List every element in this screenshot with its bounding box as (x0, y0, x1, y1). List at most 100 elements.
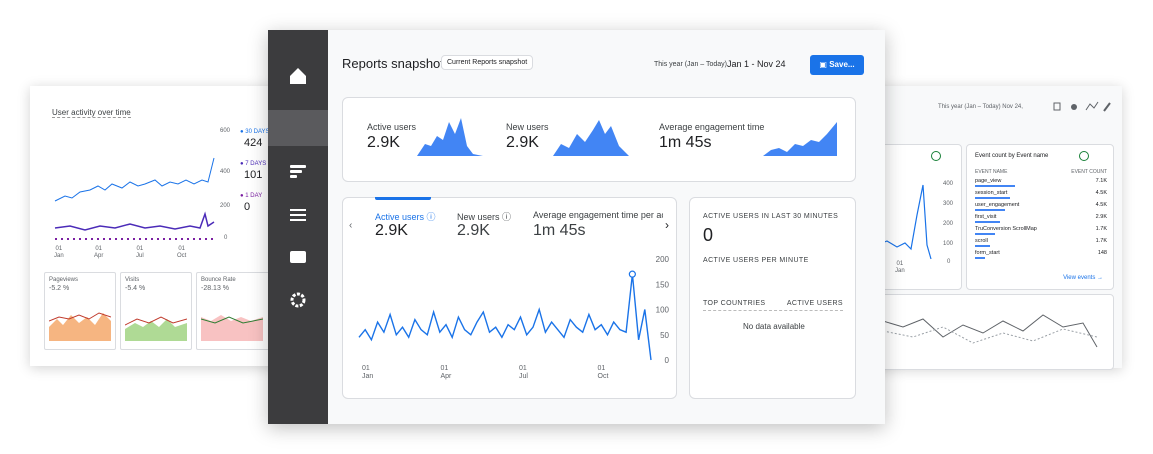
sidebar (268, 30, 328, 424)
advertising-icon[interactable] (290, 209, 306, 221)
right-panel: This year (Jan – Today) Nov 24, 400 300 … (872, 86, 1122, 370)
x-month: Jan (54, 253, 64, 259)
link-text[interactable]: View events (1063, 275, 1096, 281)
x-label: 01 Oct (177, 246, 186, 260)
chip[interactable]: Current Reports snapshot (441, 55, 534, 70)
y-tick: 600 (220, 128, 231, 134)
tab-name[interactable]: New users ⓘ (457, 212, 512, 222)
tab-name[interactable]: Average engagement time per active (533, 210, 663, 220)
x-tick-day: 01 (519, 365, 527, 372)
event-count: 1.7K (1095, 238, 1107, 244)
col-header: ACTIVE USERS (786, 300, 843, 307)
summary-value: 2.9K (506, 134, 539, 151)
event-bar (975, 233, 995, 235)
line-7d (54, 211, 215, 231)
event-row: scroll 1.7K (973, 237, 1107, 249)
event-count: 7.1K (1095, 178, 1107, 184)
event-name: scroll (975, 238, 988, 244)
divider (703, 310, 843, 311)
event-bar (975, 257, 985, 259)
col-header: EVENT COUNT (1071, 169, 1107, 175)
x-tick-month: Jul (519, 373, 528, 380)
left-title: User activity over time (52, 108, 131, 118)
home-icon[interactable] (290, 68, 306, 84)
realtime-card: ACTIVE USERS IN LAST 30 MINUTES 0 ACTIVE… (689, 197, 856, 399)
y-tick-label: 50 (660, 331, 669, 340)
event-table-card: Event count by Event name EVENT NAME EVE… (966, 144, 1114, 290)
tab-name[interactable]: Active users ⓘ (375, 212, 436, 222)
summary-name: Active users (367, 122, 417, 132)
status-icon (931, 151, 941, 161)
event-name: page_view (975, 178, 1002, 184)
summary-value: 2.9K (367, 134, 400, 151)
toolbar-icons (1053, 101, 1111, 112)
event-bar (975, 197, 1010, 199)
event-row: first_visit 2.9K (973, 213, 1107, 225)
right-range: This year (Jan – Today) Nov 24, (938, 104, 1023, 110)
event-name: session_start (975, 190, 1008, 196)
x-tick-month: Jan (362, 373, 373, 380)
y-tick-label: 200 (656, 255, 670, 264)
metric-chart (49, 312, 111, 341)
x-day: 01 (95, 246, 103, 252)
x-tick-day: 01 (598, 365, 606, 372)
event-row: user_engagement 4.5K (973, 201, 1107, 213)
event-name: first_visit (975, 214, 997, 220)
event-bar (975, 209, 1005, 211)
metric-name: Visits (125, 277, 140, 283)
chart-card: ‹ › Active users ⓘ 2.9K New users ⓘ 2.9K… (342, 197, 677, 399)
tab-text[interactable]: Active users (375, 212, 425, 222)
prev-arrow[interactable]: ‹ (349, 220, 353, 231)
empty-state: No data available (743, 322, 805, 331)
view-events-link[interactable]: View events → (1063, 275, 1103, 281)
x-day: 01 (136, 246, 144, 252)
x-day: 01 (896, 261, 904, 267)
metric-card: Visits -5.4 % (120, 272, 192, 350)
x-tick-day: 01 (362, 365, 370, 372)
legend-value: 101 (244, 169, 263, 181)
metric-chart (125, 316, 187, 341)
configure-icon[interactable] (290, 251, 306, 263)
metric-chart (201, 315, 263, 341)
metric-card: Pageviews -5.2 % (44, 272, 116, 350)
sparkline (553, 120, 629, 156)
y-tick: 300 (943, 201, 954, 207)
sidebar-icons (290, 68, 306, 308)
legend-text: 1 DAY (245, 193, 263, 199)
metric-card: Bounce Rate -28.13 % (196, 272, 270, 350)
summary-name: Average engagement time (659, 122, 765, 132)
x-day: 01 (178, 246, 186, 252)
active-tab-indicator (375, 197, 431, 200)
event-count: 4.5K (1095, 190, 1107, 196)
y-tick-label: 100 (656, 306, 670, 315)
y-tick: 0 (224, 235, 228, 241)
table-title: Event count by Event name (975, 153, 1049, 159)
legend-value: 424 (244, 137, 263, 149)
page-title: Reports snapshot (342, 56, 444, 71)
left-panel: User activity over time 600 400 200 0 ● … (30, 86, 280, 366)
save-button[interactable]: ▣ Save... (810, 55, 864, 75)
legend-label: ● 7 DAYS (240, 161, 267, 167)
y-tick: 400 (943, 181, 954, 187)
event-name: form_start (975, 250, 1000, 256)
date-range[interactable]: Jan 1 - Nov 24 (727, 59, 786, 69)
bottom-chart (883, 314, 1098, 348)
sidebar-active (268, 110, 328, 146)
event-count: 1.7K (1095, 226, 1107, 232)
bottom-chart-card (872, 294, 1114, 370)
x-tick-day: 01 (441, 365, 449, 372)
metric-name: Pageviews (49, 277, 79, 283)
event-bar (975, 221, 1000, 223)
event-count: 2.9K (1095, 214, 1107, 220)
explore-icon[interactable] (290, 165, 306, 178)
button-text[interactable]: Save... (829, 60, 855, 69)
x-month: Oct (177, 253, 187, 259)
event-rows: page_view 7.1K session_start 4.5K user_engag… (973, 177, 1107, 265)
mini-chart-card: 400 300 200 100 0 01 Jan (872, 144, 962, 290)
admin-icon[interactable] (290, 292, 306, 308)
next-arrow[interactable]: › (665, 218, 669, 232)
tab-text[interactable]: New users (457, 212, 500, 222)
peak-marker (628, 270, 636, 278)
realtime-title: ACTIVE USERS IN LAST 30 MINUTES (703, 213, 839, 220)
legend-label: ● 1 DAY (240, 193, 263, 199)
